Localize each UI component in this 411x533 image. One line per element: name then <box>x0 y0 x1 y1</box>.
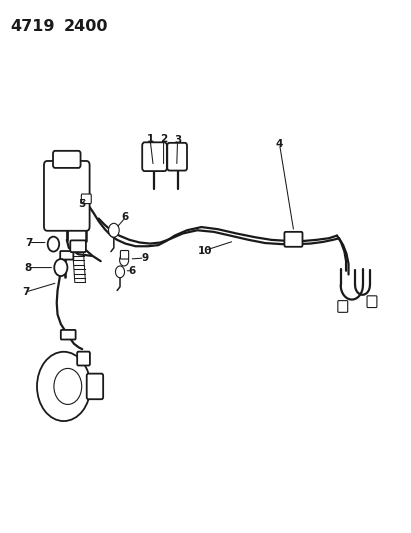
FancyBboxPatch shape <box>44 161 90 231</box>
Text: 5: 5 <box>78 199 85 208</box>
Circle shape <box>48 237 59 252</box>
Text: 7: 7 <box>22 287 29 297</box>
Circle shape <box>54 259 67 276</box>
FancyBboxPatch shape <box>53 151 81 168</box>
Text: 4: 4 <box>276 139 283 149</box>
Text: 1: 1 <box>146 134 154 143</box>
FancyBboxPatch shape <box>77 352 90 366</box>
Circle shape <box>120 254 129 266</box>
Text: 2400: 2400 <box>64 19 108 34</box>
Text: 10: 10 <box>197 246 212 255</box>
Circle shape <box>37 352 90 421</box>
Text: 2: 2 <box>160 134 167 143</box>
Circle shape <box>54 368 82 405</box>
FancyBboxPatch shape <box>87 374 103 399</box>
FancyBboxPatch shape <box>61 330 76 340</box>
FancyBboxPatch shape <box>167 143 187 171</box>
Text: 7: 7 <box>25 238 32 247</box>
Text: 4719: 4719 <box>10 19 55 34</box>
FancyBboxPatch shape <box>60 251 73 260</box>
Text: 6: 6 <box>122 213 129 222</box>
Circle shape <box>109 223 119 237</box>
FancyBboxPatch shape <box>367 296 377 308</box>
FancyBboxPatch shape <box>120 251 129 259</box>
Text: 6: 6 <box>129 266 136 276</box>
Text: 3: 3 <box>174 135 181 145</box>
FancyBboxPatch shape <box>70 240 86 252</box>
Circle shape <box>115 266 125 278</box>
Text: 9: 9 <box>141 253 148 263</box>
FancyBboxPatch shape <box>338 301 348 312</box>
FancyBboxPatch shape <box>142 142 167 171</box>
FancyBboxPatch shape <box>81 194 91 204</box>
FancyBboxPatch shape <box>284 232 302 247</box>
Text: 8: 8 <box>24 263 32 272</box>
